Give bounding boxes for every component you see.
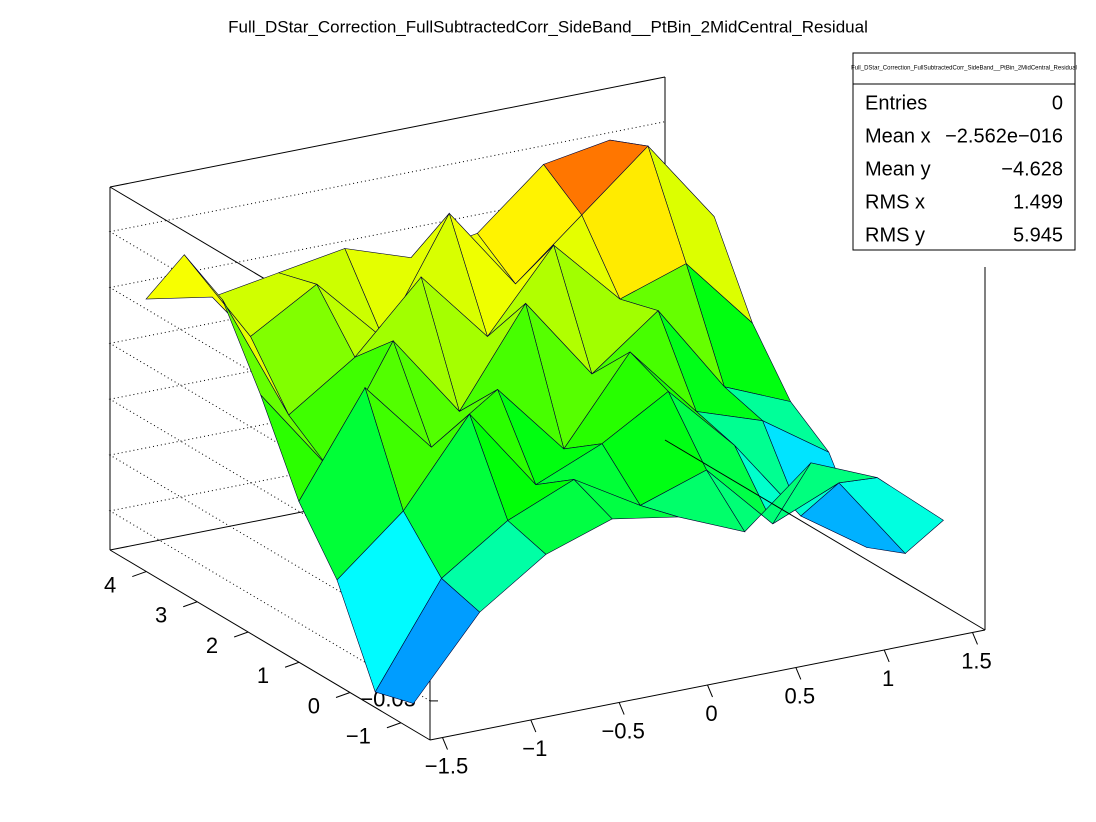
tick-mark — [284, 661, 300, 668]
tick-mark — [233, 631, 249, 638]
stats-value: 0 — [1052, 92, 1063, 114]
tick-mark — [335, 692, 351, 698]
y-tick-label: 3 — [155, 603, 167, 628]
stats-title: Full_DStar_Correction_FullSubtractedCorr… — [851, 66, 1077, 72]
tick-mark — [386, 722, 402, 729]
tick-mark — [795, 667, 802, 680]
tick-mark — [707, 684, 713, 698]
y-tick-label: 1 — [257, 663, 269, 688]
chart-title: Full_DStar_Correction_FullSubtractedCorr… — [228, 17, 868, 36]
y-tick-label: −1 — [346, 724, 371, 749]
y-tick-label: 0 — [308, 693, 320, 718]
tick-mark — [972, 632, 978, 645]
x-tick-label: 1 — [882, 666, 894, 691]
stats-value: 1.499 — [1013, 191, 1063, 213]
x-tick-label: 0.5 — [785, 683, 816, 708]
x-tick-label: −0.5 — [601, 718, 644, 743]
grid-line — [108, 344, 666, 646]
stats-label: RMS y — [865, 224, 925, 246]
y-tick-label: 2 — [206, 633, 218, 658]
tick-mark — [132, 571, 147, 578]
box-edge — [109, 76, 666, 188]
stats-value: −4.628 — [1001, 158, 1063, 180]
grid-line — [108, 400, 666, 702]
tick-mark — [183, 601, 198, 608]
x-tick-label: −1.5 — [425, 753, 468, 778]
box-edge — [664, 439, 986, 631]
stats-value: 5.945 — [1013, 224, 1063, 246]
stats-frame — [852, 52, 1076, 251]
x-tick-label: 0 — [705, 701, 717, 726]
x-tick-label: −1 — [522, 736, 547, 761]
tick-mark — [883, 649, 890, 663]
surface-cell — [374, 577, 481, 704]
stats-label: Mean y — [865, 158, 931, 180]
tick-mark — [530, 719, 537, 733]
tick-mark — [618, 702, 625, 715]
y-tick-label: 4 — [104, 572, 116, 597]
stats-label: Mean x — [865, 125, 931, 147]
stats-value: −2.562e−016 — [945, 125, 1063, 147]
stats-box: Full_DStar_Correction_FullSubtractedCorr… — [851, 52, 1077, 251]
stats-label: Entries — [865, 92, 927, 114]
box-edge — [109, 549, 431, 741]
tick-mark — [442, 737, 448, 750]
x-tick-label: 1.5 — [961, 648, 992, 673]
stats-label: RMS x — [865, 191, 925, 213]
